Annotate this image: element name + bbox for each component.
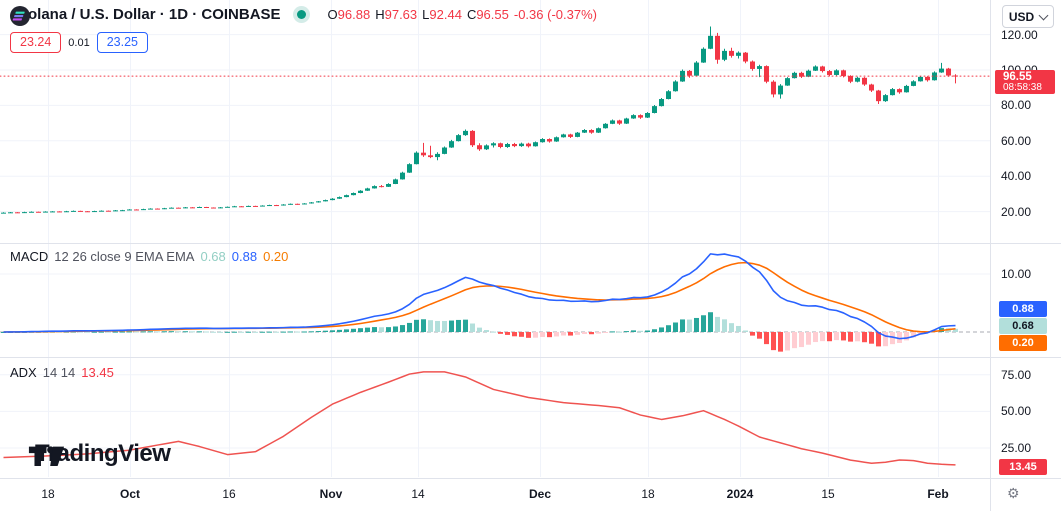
bar-countdown: 08:58:38: [1003, 82, 1042, 93]
chevron-down-icon: [1038, 10, 1049, 20]
macd-title[interactable]: MACD: [10, 249, 49, 264]
price-axis-label: 60.00: [1001, 133, 1032, 148]
adx-axis-label: 50.00: [1001, 404, 1032, 419]
macd-signal-badge: 0.20: [999, 335, 1047, 351]
macd-axis-label: 10.00: [1001, 267, 1032, 281]
price-axis-border: [990, 0, 991, 511]
buy-ask-button[interactable]: 23.25: [96, 32, 148, 53]
high-value: 97.63: [384, 7, 418, 22]
adx-value: 13.45: [81, 365, 114, 380]
macd-line-value: 0.88: [231, 249, 258, 264]
price-axis-label: 120.00: [1001, 27, 1038, 42]
change-value: -0.36 (-0.37%): [513, 7, 597, 22]
currency-selector-button[interactable]: USD: [1002, 5, 1054, 28]
macd-params: 12 26 close 9 EMA EMA: [54, 249, 195, 264]
symbol-title[interactable]: Solana / U.S. Dollar · 1D · COINBASE: [18, 6, 281, 23]
bid-ask-row: 23.24 0.01 23.25: [10, 32, 148, 53]
macd-signal-line: [3, 261, 956, 333]
price-axis-label: 80.00: [1001, 98, 1032, 113]
time-axis-label: 15: [821, 487, 835, 501]
adx-legend: ADX 14 14 13.45: [10, 365, 114, 380]
time-axis-label: 16: [222, 487, 236, 501]
candles-series: [1, 26, 958, 214]
panel-separator-main-macd[interactable]: [0, 243, 1061, 244]
time-axis-label: 18: [641, 487, 655, 501]
macd-line: [3, 253, 956, 340]
panel-separator-macd-adx[interactable]: [0, 357, 1061, 358]
close-label: C: [466, 7, 477, 22]
open-value: 96.88: [337, 7, 371, 22]
macd-line-badge: 0.88: [999, 301, 1047, 317]
tradingview-watermark[interactable]: TradingView: [28, 440, 171, 468]
close-value: 96.55: [476, 7, 509, 22]
price-axis-label: 40.00: [1001, 169, 1032, 184]
adx-params: 14 14: [42, 365, 76, 380]
price-axis-label: 20.00: [1001, 204, 1032, 219]
time-axis-label: Oct: [119, 487, 140, 501]
ohlc-legend: O96.88 H97.63 L92.44 C96.55 -0.36 (-0.37…: [328, 7, 597, 22]
macd-legend: MACD 12 26 close 9 EMA EMA 0.68 0.88 0.2…: [10, 249, 288, 264]
gear-icon[interactable]: ⚙: [1007, 485, 1020, 501]
time-axis-border: [0, 478, 1061, 479]
time-axis-label: Nov: [319, 487, 343, 501]
currency-label: USD: [1008, 9, 1035, 24]
time-axis-label: 18: [41, 487, 55, 501]
sell-bid-button[interactable]: 23.24: [10, 32, 62, 53]
macd-hist-value: 0.68: [200, 249, 226, 264]
adx-title[interactable]: ADX: [10, 365, 37, 380]
low-value: 92.44: [429, 7, 462, 22]
current-price: 96.55: [1003, 71, 1032, 83]
adx-axis-label: 25.00: [1001, 441, 1032, 455]
adx-line: [3, 371, 956, 466]
current-price-badge: 96.55 08:58:38: [995, 70, 1055, 94]
spread-value: 0.01: [68, 36, 90, 49]
chart-plot-area[interactable]: [0, 0, 990, 478]
adx-value-badge: 13.45: [999, 459, 1047, 475]
time-axis-label: 14: [411, 487, 425, 501]
open-label: O: [327, 7, 338, 22]
macd-hist-badge: 0.68: [999, 318, 1047, 334]
time-axis-label: Dec: [528, 487, 551, 501]
market-status-icon[interactable]: [292, 6, 310, 23]
adx-axis-label: 75.00: [1001, 367, 1032, 382]
macd-signal-value: 0.20: [263, 249, 289, 264]
high-label: H: [375, 7, 385, 22]
time-axis-label: 2024: [726, 487, 754, 501]
symbol-legend: Solana / U.S. Dollar · 1D · COINBASE O96…: [10, 6, 597, 26]
time-axis-label: Feb: [927, 487, 949, 501]
low-label: L: [422, 7, 430, 22]
